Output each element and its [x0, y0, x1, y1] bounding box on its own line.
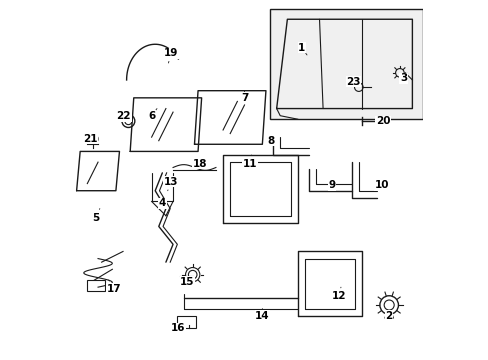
- Text: 22: 22: [116, 111, 131, 121]
- Text: 7: 7: [240, 91, 248, 103]
- Text: 16: 16: [171, 323, 185, 333]
- Text: 14: 14: [255, 309, 269, 321]
- Text: 2: 2: [385, 311, 392, 321]
- Text: 11: 11: [242, 155, 257, 169]
- Bar: [176, 316, 196, 328]
- Text: 23: 23: [346, 77, 360, 87]
- Text: 18: 18: [192, 159, 207, 169]
- Text: 20: 20: [375, 116, 389, 126]
- Text: 5: 5: [92, 208, 100, 222]
- Text: 10: 10: [374, 180, 388, 190]
- Text: 17: 17: [106, 280, 121, 294]
- Text: 3: 3: [399, 73, 406, 83]
- Text: 9: 9: [328, 180, 335, 190]
- Text: 21: 21: [83, 134, 97, 144]
- Text: 13: 13: [163, 177, 178, 191]
- Text: 8: 8: [267, 136, 274, 146]
- Bar: [87, 280, 105, 291]
- Bar: [269, 9, 422, 119]
- Text: 1: 1: [297, 43, 306, 55]
- Text: 19: 19: [164, 48, 178, 63]
- Text: 6: 6: [148, 109, 157, 121]
- Text: 4: 4: [158, 198, 166, 208]
- Text: 12: 12: [331, 287, 346, 301]
- Text: 15: 15: [180, 277, 194, 287]
